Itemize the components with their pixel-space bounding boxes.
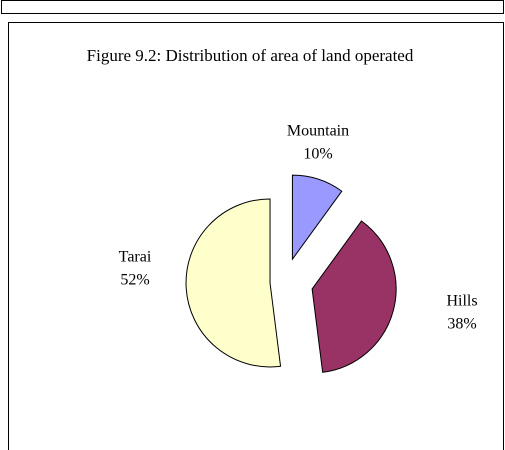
slice-label: Mountain	[287, 123, 349, 140]
slice-value: 38%	[447, 316, 476, 333]
chart-frame	[8, 22, 504, 450]
chart-title: Figure 9.2: Distribution of area of land…	[86, 46, 414, 65]
slice-label: Hills	[446, 293, 477, 310]
pie-slice	[311, 220, 397, 373]
pie-slice	[291, 174, 343, 261]
top-frame	[1, 0, 504, 14]
pie-slice	[185, 198, 282, 368]
slice-value: 52%	[120, 272, 149, 289]
slice-label: Tarai	[119, 249, 152, 266]
slice-value: 10%	[303, 146, 332, 163]
